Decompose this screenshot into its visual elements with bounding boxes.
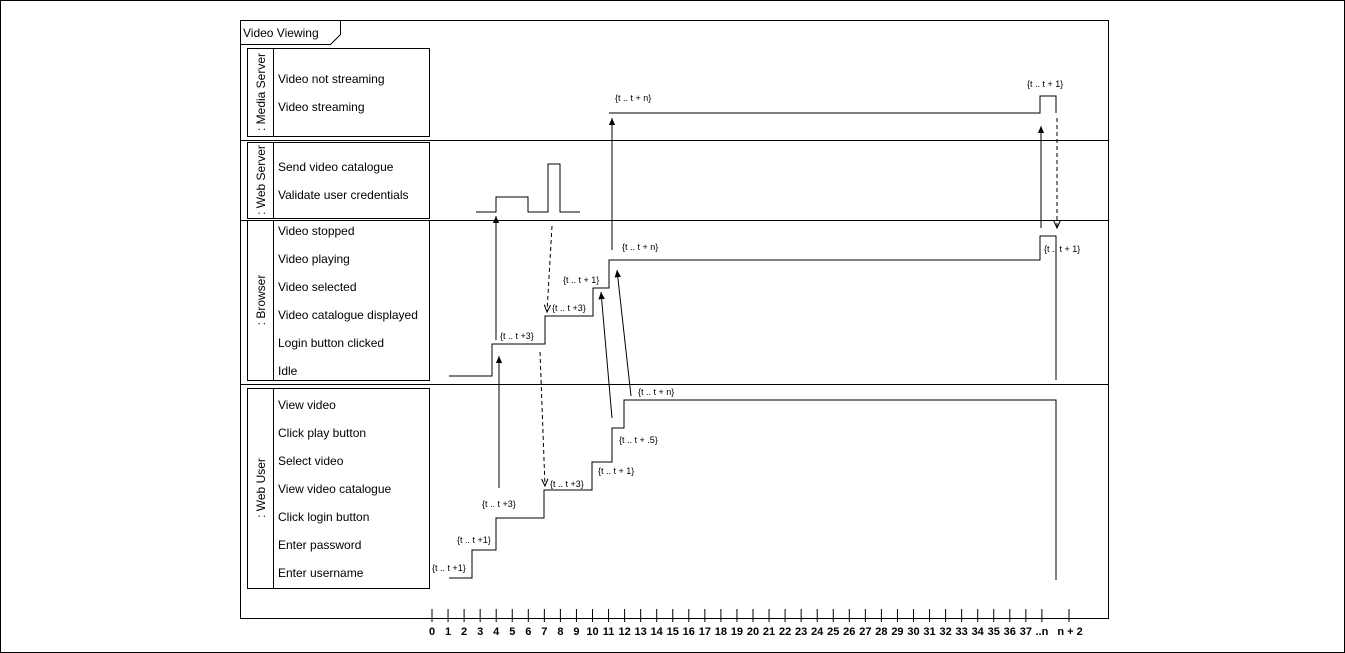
axis-tick-label: 5 <box>509 626 515 638</box>
state-label: Select video <box>278 454 344 468</box>
axis-tick-label: 17 <box>699 626 711 638</box>
lifeline-web-server: : Web Server Send video catalogue Valida… <box>247 142 430 219</box>
state-label: Click play button <box>278 426 366 440</box>
axis-tick-label: 3 <box>477 626 483 638</box>
state-label: Validate user credentials <box>278 188 409 202</box>
axis-tick-label: 8 <box>557 626 563 638</box>
constraint-label: {t .. t + 1} <box>563 275 599 285</box>
axis-tick-label: 23 <box>795 626 807 638</box>
state-label: Click login button <box>278 510 369 524</box>
axis-tick-label: 14 <box>651 626 664 638</box>
constraint-label: {t .. t +1} <box>457 535 491 545</box>
web-user-timeline <box>449 399 1057 580</box>
axis-tick-label: 0 <box>429 626 435 638</box>
axis-tick-label: 33 <box>956 626 968 638</box>
state-label: Video selected <box>278 280 357 294</box>
constraint-label: {t .. t + n} <box>638 387 674 397</box>
message-arrow <box>598 291 613 419</box>
reply-arrow <box>547 225 553 312</box>
axis-tick-label: 30 <box>907 626 919 638</box>
constraint-label: {t .. t +3} <box>550 479 584 489</box>
lifeline-media-server: : Media Server Video not streaming Video… <box>247 48 430 137</box>
frame-title: Video Viewing <box>243 26 319 40</box>
axis-tick-label: 22 <box>779 626 791 638</box>
axis-tick-label: 29 <box>891 626 903 638</box>
state-label: Video streaming <box>278 100 365 114</box>
axis-tick-label: 6 <box>525 626 531 638</box>
axis-tick-label: 20 <box>747 626 759 638</box>
axis-tick-label: 26 <box>843 626 855 638</box>
state-label: View video catalogue <box>278 482 392 496</box>
axis-tick-label: 32 <box>939 626 951 638</box>
axis-tick-label: 10 <box>586 626 598 638</box>
axis-tick-label: 25 <box>827 626 839 638</box>
diagram-frame <box>240 20 1109 619</box>
constraint-label: {t .. t + 1} <box>1027 79 1063 89</box>
state-label: Video playing <box>278 252 350 266</box>
constraint-label: {t .. t + .5} <box>619 435 658 445</box>
lifeline-name: : Media Server <box>254 53 268 131</box>
axis-tick-label: 9 <box>573 626 579 638</box>
axis-tick-label: 21 <box>763 626 775 638</box>
axis-tick-label: 1 <box>445 626 451 638</box>
timing-constraints: {t .. t + n} {t .. t + 1} {t .. t +3} {t… <box>432 79 1080 573</box>
state-label: Enter username <box>278 566 364 580</box>
message-arrow <box>614 269 632 397</box>
web-server-timeline <box>476 163 580 213</box>
constraint-label: {t .. t +3} <box>552 303 586 313</box>
state-label: Enter password <box>278 538 361 552</box>
constraint-label: {t .. t +3} <box>482 499 516 509</box>
axis-tick-label: 11 <box>603 626 615 638</box>
axis-tick-label: 35 <box>988 626 1000 638</box>
axis-tick-label: 15 <box>667 626 679 638</box>
axis-tick-label: 19 <box>731 626 743 638</box>
axis-tick-label: 24 <box>811 626 824 638</box>
lifeline-web-user: : Web User View video Click play button … <box>247 388 430 589</box>
state-label: View video <box>278 398 336 412</box>
lifeline-name: : Browser <box>254 275 268 326</box>
browser-timeline <box>449 235 1057 377</box>
axis-tick-label: 13 <box>635 626 647 638</box>
state-label: Send video catalogue <box>278 160 394 174</box>
frame-title-tab <box>240 20 341 45</box>
axis-tick-label: 18 <box>715 626 727 638</box>
constraint-label: {t .. t +1} <box>432 563 466 573</box>
constraint-label: {t .. t +3} <box>500 331 534 341</box>
axis-tick-label: 36 <box>1004 626 1016 638</box>
axis-tick-label: 34 <box>972 626 985 638</box>
axis-tick-label: 28 <box>875 626 887 638</box>
time-axis: 0 1 2 3 4 5 6 7 8 9 10 11 12 13 14 15 16 17 18 19 20 21 22 23 24… <box>429 609 1083 638</box>
axis-tick-label: 37 <box>1020 626 1032 638</box>
axis-tick-label: n + 2 <box>1057 626 1082 638</box>
constraint-label: {t .. t + n} <box>622 242 658 252</box>
state-label: Video stopped <box>278 224 355 238</box>
constraint-label: {t .. t + n} <box>615 93 651 103</box>
constraint-label: {t .. t + 1} <box>598 466 634 476</box>
axis-tick-label: 2 <box>461 626 467 638</box>
state-label: Video not streaming <box>278 72 385 86</box>
axis-tick-label: 16 <box>683 626 695 638</box>
state-label: Login button clicked <box>278 336 384 350</box>
state-label: Video catalogue displayed <box>278 308 418 322</box>
axis-tick-label: 31 <box>923 626 935 638</box>
state-label: Idle <box>278 364 298 378</box>
reply-arrow <box>539 351 545 486</box>
lifeline-name: : Web User <box>254 458 268 518</box>
axis-tick-label: ..n <box>1035 626 1048 638</box>
axis-tick-label: 12 <box>618 626 630 638</box>
lifeline-browser: : Browser Video stopped Video playing Vi… <box>247 220 430 381</box>
axis-tick-label: 7 <box>541 626 547 638</box>
constraint-label: {t .. t + 1} <box>1044 244 1080 254</box>
media-server-timeline <box>609 95 1057 114</box>
axis-tick-label: 4 <box>493 626 500 638</box>
messages <box>492 118 1057 488</box>
lifeline-name: : Web Server <box>254 145 268 215</box>
axis-tick-label: 27 <box>859 626 871 638</box>
